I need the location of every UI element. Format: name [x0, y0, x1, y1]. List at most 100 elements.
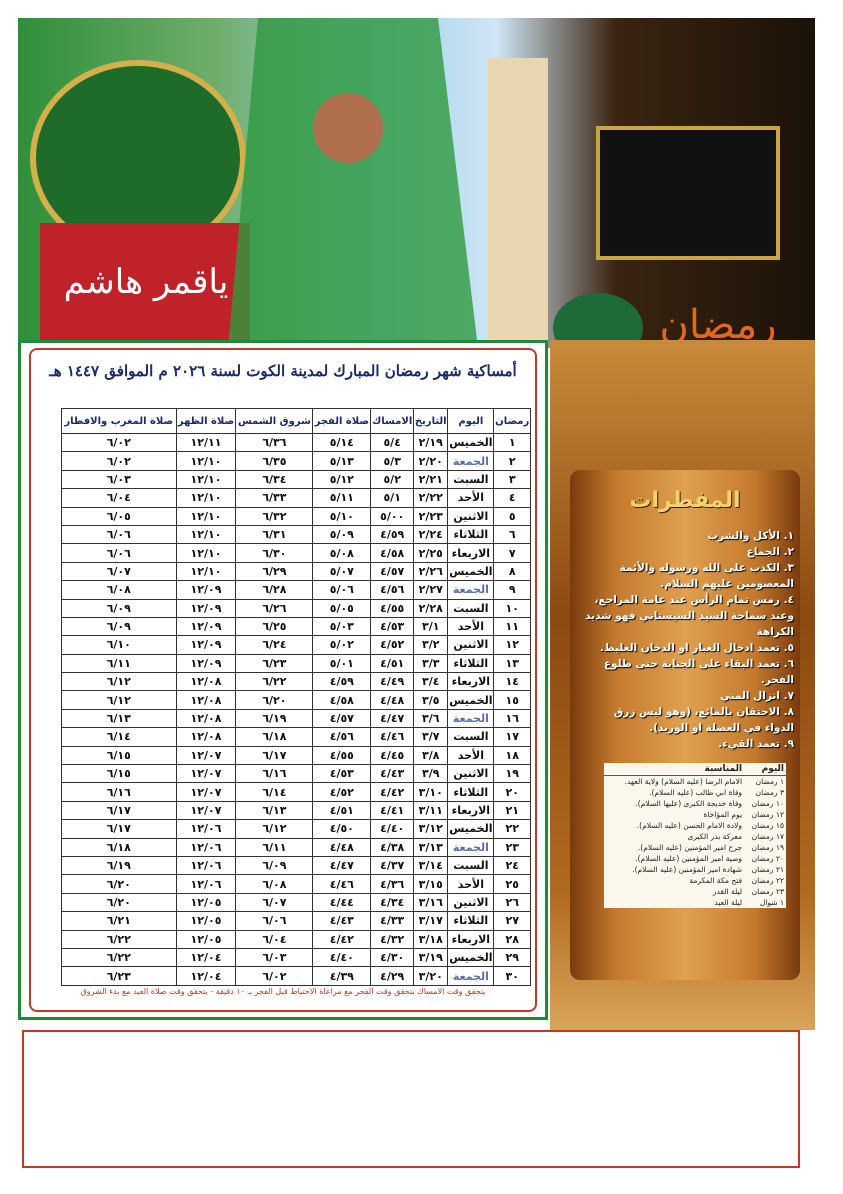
muftirat-item: ٨. الاحتقان بالمائع، (وهو ليس زرق الدواء…: [613, 706, 794, 734]
table-cell: ٢٨: [493, 929, 531, 949]
table-cell: الخميس: [447, 947, 495, 968]
timetable-frame: أمساكية شهر رمضان المبارك لمدينة الكوت ل…: [29, 348, 537, 1012]
events-row: ٢٢ رمضان فتح مكة المكرمة: [604, 875, 786, 886]
table-cell: ٦/١٢: [235, 819, 314, 839]
table-cell: ٦/١٩: [235, 708, 314, 729]
table-cell: ١٢/١٠: [175, 561, 237, 582]
table-cell: ٢/١٩: [413, 432, 449, 453]
table-cell: ١٥: [493, 690, 531, 710]
table-cell: ١٢/٠٦: [175, 819, 237, 839]
table-row: ١٤ الاربعاء ٣/٤ ٤/٤٩ ٤/٥٩ ٦/٢٢ ١٢/٠٨ ٦/١٢: [61, 672, 531, 692]
events-cell: ١٢ رمضان: [751, 810, 784, 819]
table-cell: ٤/٤٨: [370, 690, 415, 710]
table-cell: ٤/٥٩: [370, 524, 415, 545]
column-header: رمضان: [493, 408, 531, 434]
table-cell: ٦/٢٦: [235, 598, 314, 618]
table-cell: ٢/٢٧: [413, 580, 449, 600]
table-cell: ١٢/٠٧: [175, 764, 237, 784]
table-cell: ٦/٠٩: [235, 855, 314, 876]
column-header: شروق الشمس: [235, 408, 314, 434]
events-row: ١٢ رمضان يوم المؤاخاة: [604, 809, 786, 820]
table-cell: ٦/٣٦: [235, 432, 314, 453]
table-cell: ٦/٠٤: [61, 488, 177, 508]
table-cell: ٦/٠٢: [61, 432, 177, 453]
table-row: ٨ الخميس ٢/٢٦ ٤/٥٧ ٥/٠٧ ٦/٢٩ ١٢/١٠ ٦/٠٧: [61, 561, 531, 582]
minaret: [488, 58, 548, 348]
table-cell: ٤/٥٧: [312, 708, 372, 729]
table-cell: ٩: [493, 580, 531, 600]
muftirat-title: المفطرات: [629, 488, 741, 513]
table-cell: ٦/٢٤: [235, 635, 314, 655]
table-cell: ٦/٠٧: [235, 892, 314, 913]
muftirat-item: ٥. تعمد ادخال الغبار او الدخان الغليظ.: [599, 642, 794, 654]
table-cell: الأحد: [447, 488, 495, 508]
table-cell: ٤/٤١: [370, 800, 415, 821]
table-cell: ٣٠: [493, 966, 531, 986]
table-row: ١٥ الخميس ٣/٥ ٤/٤٨ ٤/٥٨ ٦/٢٠ ١٢/٠٨ ٦/١٢: [61, 690, 531, 710]
muftirat-list: ١. الأكل والشرب ٢. الجماع ٣. الكذب على الل…: [582, 528, 794, 752]
table-cell: الثلاثاء: [447, 911, 495, 931]
events-table: اليوم المناسبة ١ رمضان الامام الرضا (عليه ا…: [604, 763, 786, 908]
table-cell: ٦/٣٥: [235, 451, 314, 471]
table-cell: ١٢/١٠: [175, 469, 237, 490]
table-cell: ١٢/٠٩: [175, 580, 237, 600]
muftirat-item: ٤. رمس تمام الرأس عند عامة المراجع، وعند…: [585, 594, 794, 638]
table-cell: الاربعاء: [447, 672, 495, 692]
table-cell: ١٢/٠٨: [175, 672, 237, 692]
table-cell: ٢٢: [493, 819, 531, 839]
events-cell: ٢٢ رمضان: [751, 876, 784, 885]
table-row: ٢٩ الخميس ٣/١٩ ٤/٣٠ ٤/٤٠ ٦/٠٣ ١٢/٠٤ ٦/٢٢: [61, 947, 531, 968]
table-cell: ٥/٠٦: [312, 580, 372, 600]
column-header: صلاة المغرب والافطار: [61, 408, 177, 434]
table-row: ٧ الاربعاء ٢/٢٥ ٤/٥٨ ٥/٠٨ ٦/٣٠ ١٢/١٠ ٦/٠٦: [61, 543, 531, 563]
events-row: ٢٠ رمضان وصية امير المؤمنين (عليه السلام)…: [604, 853, 786, 864]
events-cell: ولادة الامام الحسن (عليه السلام).: [636, 821, 743, 830]
table-cell: الجمعة: [447, 708, 495, 729]
table-row: ١ الخميس ٢/١٩ ٥/٤ ٥/١٤ ٦/٣٦ ١٢/١١ ٦/٠٢: [61, 432, 531, 453]
table-cell: ٥/١٣: [312, 451, 372, 471]
table-cell: ٦/٢٢: [61, 929, 177, 949]
events-cell: وصية امير المؤمنين (عليه السلام).: [635, 854, 743, 863]
table-cell: ٦/٠٣: [61, 469, 177, 490]
column-header: التاريخ: [413, 408, 449, 434]
table-cell: ٤/٥٩: [312, 672, 372, 692]
table-cell: ١٦: [493, 708, 531, 729]
table-cell: الجمعة: [447, 451, 495, 471]
events-cell: ٢٠ رمضان: [751, 854, 784, 863]
table-cell: ٦/١٦: [235, 764, 314, 784]
table-cell: ٣/٦: [413, 708, 449, 729]
table-cell: ٥/٠٩: [312, 524, 372, 545]
events-cell: وفاة ابي طالب (عليه السلام).: [649, 788, 743, 797]
table-cell: الثلاثاء: [447, 653, 495, 674]
events-row: ٣ رمضان وفاة ابي طالب (عليه السلام).: [604, 787, 786, 798]
table-cell: ٦/٢٥: [235, 616, 314, 637]
table-cell: ٦/١٥: [61, 764, 177, 784]
table-cell: ٢٠: [493, 782, 531, 802]
hero-image: ياقمر هاشم رمضان: [18, 18, 815, 348]
events-cell: ٢١ رمضان: [751, 865, 784, 874]
table-cell: ٦/٢٠: [235, 690, 314, 710]
table-cell: ٦/١٧: [61, 819, 177, 839]
table-cell: ٦/١٨: [61, 837, 177, 857]
figure-head: [313, 93, 383, 163]
timetable-title: أمساكية شهر رمضان المبارك لمدينة الكوت ل…: [49, 362, 517, 380]
table-cell: ٦/٠٢: [235, 966, 314, 986]
muftirat-item: ٦. تعمد البقاء على الجنابة حتى طلوع الفج…: [603, 658, 794, 686]
table-cell: ٤/٤٧: [312, 855, 372, 876]
table-cell: السبت: [447, 598, 495, 618]
table-cell: ٦/١٩: [61, 855, 177, 876]
table-row: ٢١ الاربعاء ٣/١١ ٤/٤١ ٤/٥١ ٦/١٣ ١٢/٠٧ ٦/١٧: [61, 800, 531, 821]
table-cell: ٢٤: [493, 855, 531, 876]
events-row: ١٧ رمضان معركة بدر الكبرى: [604, 831, 786, 842]
table-cell: ٤/٥١: [312, 800, 372, 821]
table-cell: ٦/٠٤: [235, 929, 314, 949]
muftirat-item: ١. الأكل والشرب: [707, 530, 794, 542]
table-cell: ٤/٥٠: [312, 819, 372, 839]
table-cell: ٢/٢٠: [413, 451, 449, 471]
table-cell: ٢/٢١: [413, 469, 449, 490]
table-row: ٥ الاثنين ٢/٢٣ ٥/٠٠ ٥/١٠ ٦/٣٢ ١٢/١٠ ٦/٠٥: [61, 506, 531, 526]
column-header: اليوم: [447, 408, 495, 434]
table-cell: ٦/٢٨: [235, 580, 314, 600]
